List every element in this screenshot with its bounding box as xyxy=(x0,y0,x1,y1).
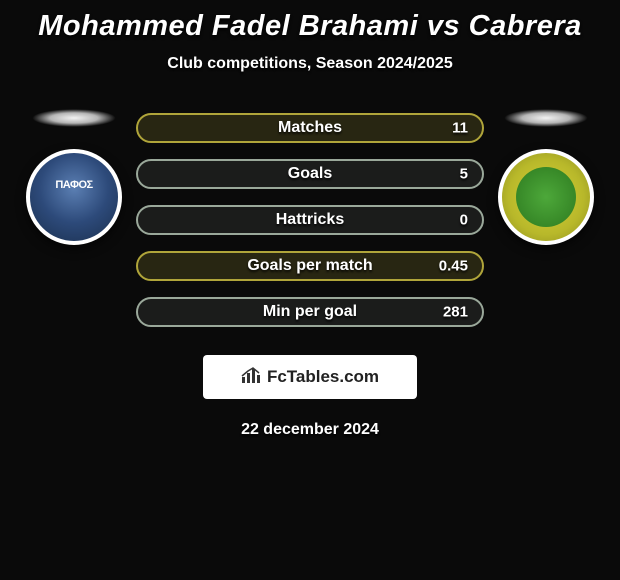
footer-date: 22 december 2024 xyxy=(241,421,379,439)
brand-text: FcTables.com xyxy=(267,367,379,387)
left-team-column: ΠΑΦΟΣ xyxy=(24,109,124,245)
main-row: ΠΑΦΟΣ Matches 11 Goals 5 Hattricks 0 Goals per… xyxy=(0,109,620,327)
player-shadow-right xyxy=(504,109,588,127)
stat-row: Goals 5 xyxy=(136,159,484,189)
stat-label: Goals per match xyxy=(247,257,372,275)
aek-larnaca-badge xyxy=(498,149,594,245)
stat-label: Hattricks xyxy=(276,211,344,229)
badge-text: ΠΑΦΟΣ xyxy=(55,179,92,191)
stat-value: 281 xyxy=(443,304,468,321)
stat-row: Matches 11 xyxy=(136,113,484,143)
bar-chart-icon xyxy=(241,366,263,389)
stat-label: Matches xyxy=(278,119,342,137)
comparison-card: Mohammed Fadel Brahami vs Cabrera Club c… xyxy=(0,0,620,439)
right-team-column xyxy=(496,109,596,245)
page-subtitle: Club competitions, Season 2024/2025 xyxy=(167,55,452,73)
stat-row: Hattricks 0 xyxy=(136,205,484,235)
stat-row: Goals per match 0.45 xyxy=(136,251,484,281)
badge-inner-circle xyxy=(516,167,576,227)
stats-list: Matches 11 Goals 5 Hattricks 0 Goals per match… xyxy=(136,109,484,327)
stat-value: 0.45 xyxy=(439,258,468,275)
brand-badge[interactable]: FcTables.com xyxy=(203,355,417,399)
player-shadow-left xyxy=(32,109,116,127)
stat-value: 11 xyxy=(452,120,468,137)
pafos-badge: ΠΑΦΟΣ xyxy=(26,149,122,245)
stat-label: Goals xyxy=(288,165,332,183)
page-title: Mohammed Fadel Brahami vs Cabrera xyxy=(38,10,582,43)
stat-value: 0 xyxy=(460,212,468,229)
stat-label: Min per goal xyxy=(263,303,357,321)
stat-row: Min per goal 281 xyxy=(136,297,484,327)
stat-value: 5 xyxy=(460,166,468,183)
